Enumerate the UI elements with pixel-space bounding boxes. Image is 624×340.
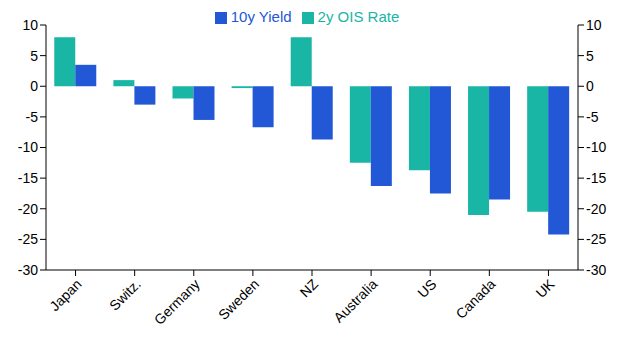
- svg-text:-15: -15: [586, 170, 606, 186]
- svg-text:0: 0: [586, 78, 594, 94]
- svg-text:Japan: Japan: [46, 276, 84, 314]
- svg-text:-15: -15: [18, 170, 38, 186]
- svg-text:-5: -5: [586, 109, 599, 125]
- svg-text:5: 5: [586, 48, 594, 64]
- svg-text:Switz.: Switz.: [106, 276, 144, 314]
- svg-text:-30: -30: [586, 262, 606, 278]
- svg-text:-25: -25: [586, 231, 606, 247]
- svg-text:-30: -30: [18, 262, 38, 278]
- svg-text:Germany: Germany: [151, 276, 203, 328]
- svg-text:-20: -20: [586, 201, 606, 217]
- svg-text:10: 10: [22, 17, 38, 33]
- svg-text:Australia: Australia: [330, 276, 380, 326]
- html-text:2y OIS Rate: 2y OIS Rate: [317, 8, 400, 25]
- svg-text:-5: -5: [26, 109, 39, 125]
- svg-text:5: 5: [30, 48, 38, 64]
- svg-text:-20: -20: [18, 201, 38, 217]
- html-text:10y Yield: 10y Yield: [230, 8, 292, 25]
- svg-text:UK: UK: [533, 275, 559, 301]
- svg-text:-10: -10: [586, 139, 606, 155]
- svg-text:-10: -10: [18, 139, 38, 155]
- svg-text:10: 10: [586, 17, 602, 33]
- svg-text:Canada: Canada: [452, 276, 498, 322]
- svg-text:Sweden: Sweden: [215, 276, 262, 323]
- svg-text:0: 0: [30, 78, 38, 94]
- svg-text:-25: -25: [18, 231, 38, 247]
- svg-text:NZ: NZ: [297, 276, 322, 301]
- svg-text:US: US: [414, 276, 439, 301]
